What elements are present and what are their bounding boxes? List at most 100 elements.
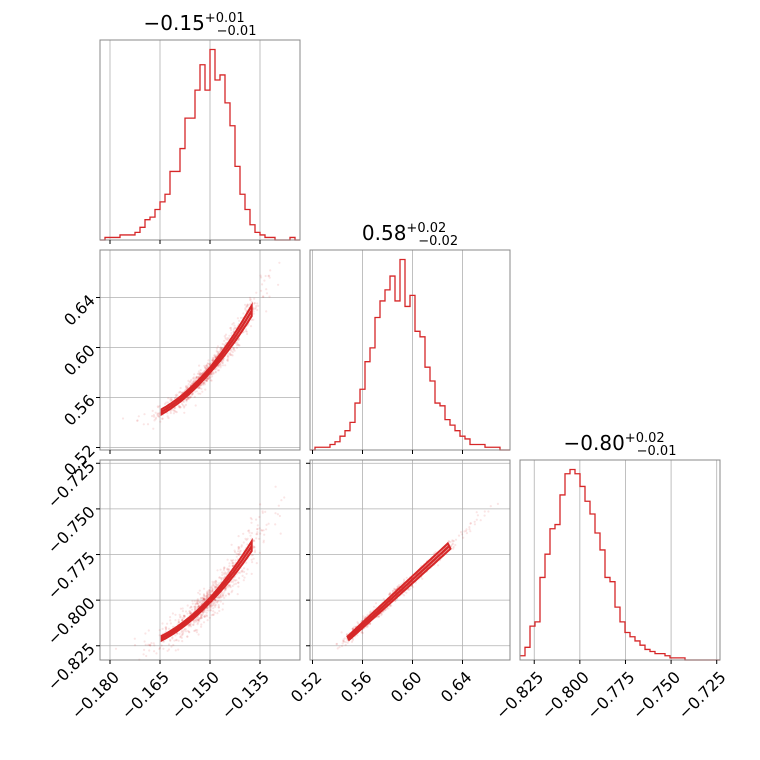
joint-0-2-point bbox=[276, 513, 279, 516]
joint-0-2-point bbox=[209, 591, 212, 594]
x-tick-label-param-2: −0.800 bbox=[538, 668, 593, 723]
joint-0-1-point bbox=[185, 400, 188, 403]
joint-0-1-point bbox=[268, 276, 271, 279]
joint-1-2-point bbox=[452, 545, 455, 549]
joint-0-2-point bbox=[259, 503, 262, 506]
joint-0-1-point bbox=[212, 356, 216, 359]
joint-0-1-point bbox=[187, 397, 190, 400]
joint-0-2-point bbox=[188, 612, 192, 615]
joint-0-2-point bbox=[189, 625, 193, 628]
joint-0-1-point bbox=[200, 372, 203, 375]
joint-0-2-point bbox=[208, 604, 211, 607]
joint-0-1-point bbox=[211, 357, 215, 360]
joint-0-2-point bbox=[254, 549, 257, 552]
joint-1-2-point bbox=[473, 520, 476, 523]
joint-0-2-point bbox=[190, 606, 193, 609]
joint-0-2-point bbox=[214, 582, 217, 585]
joint-0-2-point bbox=[181, 617, 184, 620]
x-tick-label-param-0: −0.165 bbox=[118, 668, 173, 723]
joint-0-1-point bbox=[248, 298, 252, 302]
joint-0-1-point bbox=[229, 353, 232, 356]
joint-0-2-point bbox=[280, 499, 283, 502]
joint-0-1-point bbox=[210, 373, 213, 376]
joint-0-1-point bbox=[224, 333, 228, 336]
joint-0-2-point bbox=[189, 623, 192, 626]
joint-1-2-point bbox=[346, 641, 349, 644]
joint-0-1-point bbox=[199, 372, 202, 375]
joint-0-2-point bbox=[274, 485, 277, 488]
joint-1-2-point bbox=[352, 627, 355, 630]
joint-0-1-point bbox=[224, 364, 227, 367]
joint-0-1-point bbox=[209, 376, 212, 379]
joint-0-2-point bbox=[207, 593, 210, 596]
joint-0-1-point bbox=[221, 361, 224, 364]
joint-1-2-point bbox=[382, 610, 385, 613]
joint-0-2-point bbox=[215, 585, 218, 588]
joint-0-2-point bbox=[214, 605, 217, 609]
title-param-2-value: −0.80 bbox=[564, 431, 625, 455]
joint-0-2-point bbox=[203, 615, 206, 618]
joint-0-1-point bbox=[203, 364, 206, 367]
joint-0-2-point bbox=[222, 595, 225, 598]
joint-1-2-point bbox=[437, 564, 440, 567]
joint-0-2-point bbox=[209, 604, 212, 607]
joint-0-2-point bbox=[158, 646, 162, 650]
joint-0-1-point bbox=[153, 415, 156, 418]
joint-1-2-point bbox=[350, 640, 354, 644]
joint-0-2-point bbox=[206, 591, 209, 594]
joint-1-2-point bbox=[451, 543, 454, 546]
joint-0-1-point bbox=[207, 359, 210, 362]
joint-0-1-point bbox=[209, 362, 212, 365]
joint-0-2-point bbox=[200, 614, 203, 617]
joint-0-1-point bbox=[197, 386, 200, 389]
joint-0-2-point bbox=[195, 617, 198, 620]
joint-0-1-point bbox=[178, 390, 181, 393]
joint-0-1-point bbox=[206, 377, 209, 380]
joint-0-1-point bbox=[205, 380, 208, 383]
joint-0-1-point bbox=[212, 359, 215, 362]
joint-0-2-point bbox=[194, 628, 197, 632]
joint-0-2-point bbox=[177, 621, 180, 624]
joint-0-2-point bbox=[250, 554, 253, 557]
joint-0-2-point bbox=[166, 622, 169, 625]
joint-0-2-point bbox=[247, 529, 251, 532]
joint-0-2-point bbox=[196, 602, 199, 605]
joint-0-1-point bbox=[166, 401, 169, 404]
joint-0-1-point bbox=[233, 326, 236, 330]
joint-0-2-point bbox=[208, 593, 211, 596]
joint-0-2-point bbox=[183, 629, 186, 632]
joint-0-1-point bbox=[184, 403, 187, 406]
joint-0-2-point bbox=[226, 568, 229, 571]
joint-0-1-point bbox=[232, 347, 235, 350]
joint-0-1-point bbox=[199, 386, 202, 389]
joint-0-1-point bbox=[199, 369, 202, 372]
joint-0-2-point bbox=[216, 583, 220, 586]
joint-0-2-point bbox=[211, 580, 214, 583]
joint-0-2-point bbox=[231, 564, 234, 568]
x-tick-label-param-1: 0.56 bbox=[337, 668, 376, 707]
joint-0-2-point bbox=[147, 629, 150, 632]
joint-0-2-point bbox=[177, 648, 180, 651]
joint-0-1-point bbox=[237, 344, 240, 347]
joint-0-2-point bbox=[177, 618, 180, 622]
joint-1-2-point bbox=[462, 536, 465, 539]
histogram-param-0 bbox=[100, 48, 300, 241]
joint-0-2-point bbox=[193, 600, 196, 603]
joint-0-2-point bbox=[194, 607, 197, 610]
joint-0-1-point bbox=[193, 395, 196, 398]
joint-0-1-point bbox=[215, 349, 218, 353]
joint-1-2-point bbox=[391, 589, 394, 593]
joint-0-2-point bbox=[220, 577, 223, 580]
joint-0-2-point bbox=[218, 576, 221, 579]
joint-0-1-point bbox=[226, 336, 229, 340]
joint-1-2-point bbox=[421, 577, 424, 580]
joint-1-2-point bbox=[342, 639, 345, 643]
joint-0-2-point bbox=[218, 609, 221, 613]
joint-1-2-point bbox=[389, 591, 392, 594]
joint-0-2-point bbox=[212, 602, 215, 605]
joint-0-1-point bbox=[156, 413, 159, 416]
joint-0-2-point bbox=[247, 529, 250, 533]
joint-0-2-point bbox=[262, 529, 265, 532]
joint-0-2-point bbox=[161, 622, 164, 625]
